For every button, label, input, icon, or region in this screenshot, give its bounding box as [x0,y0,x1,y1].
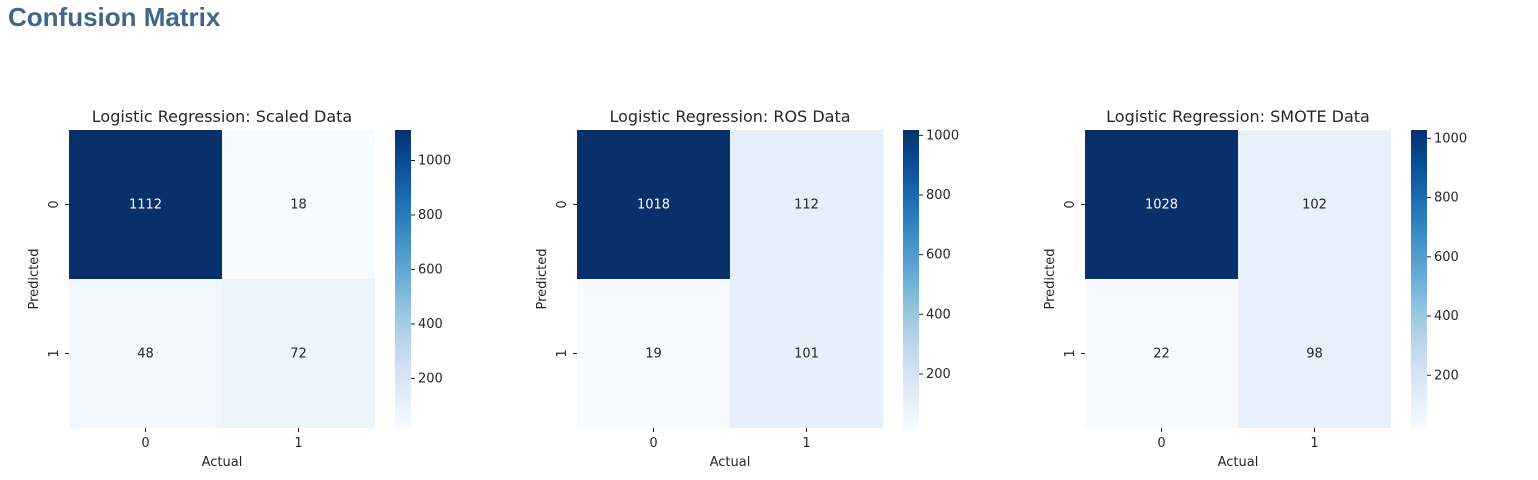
heatmap-panel: Logistic Regression: Scaled Data 1112 18 48… [27,107,451,470]
cell-label: 112 [794,198,819,213]
x-tick-label: 1 [1310,436,1318,451]
heatmap-cell [69,130,222,279]
heatmap-cell [1238,130,1391,279]
cell-label: 72 [290,347,307,362]
cell-label: 1112 [129,198,162,213]
y-tick-label: 0 [47,200,62,208]
x-tick-label: 0 [649,436,657,451]
cell-label: 18 [290,198,307,213]
heatmap-cell [730,279,883,428]
colorbar-tick-label: 600 [926,248,951,263]
colorbar-tick-label: 400 [926,307,951,322]
y-axis-label: Predicted [27,248,42,309]
y-tick-label: 0 [1063,200,1078,208]
y-tick-label: 1 [1063,349,1078,357]
colorbar-tick-label: 400 [1434,309,1459,324]
colorbar-tick-label: 800 [418,208,443,223]
chart-title: Logistic Regression: SMOTE Data [1106,107,1370,126]
page-title: Confusion Matrix [8,2,221,32]
colorbar-tick-label: 1000 [418,154,451,169]
colorbar-tick-label: 200 [418,371,443,386]
y-tick-label: 1 [555,349,570,357]
x-tick-label: 0 [1157,436,1165,451]
y-axis-label: Predicted [535,248,550,309]
cell-label: 98 [1306,347,1323,362]
x-tick-label: 0 [141,436,149,451]
x-axis-label: Actual [202,455,243,470]
heatmap-cell [222,279,375,428]
heatmap-cell [69,279,222,428]
y-tick-label: 1 [47,349,62,357]
y-tick-label: 0 [555,200,570,208]
cell-label: 1028 [1145,198,1178,213]
colorbar-tick-label: 1000 [1434,131,1467,146]
heatmap-cell [222,130,375,279]
cell-label: 1018 [637,198,670,213]
colorbar-tick-label: 800 [926,188,951,203]
y-axis-label: Predicted [1043,248,1058,309]
heatmap-cell [1085,279,1238,428]
colorbar [1411,130,1427,428]
colorbar-tick-label: 600 [1434,250,1459,265]
colorbar-tick-label: 600 [418,262,443,277]
colorbar-tick-label: 800 [1434,191,1459,206]
colorbar-tick-label: 1000 [926,128,959,143]
colorbar-tick-label: 400 [418,317,443,332]
chart-title: Logistic Regression: Scaled Data [92,107,352,126]
heatmap-cell [577,130,730,279]
cell-label: 19 [645,347,662,362]
x-axis-label: Actual [1218,455,1259,470]
cell-label: 48 [137,347,154,362]
heatmap-cell [1238,279,1391,428]
heatmap-cell [1085,130,1238,279]
x-axis-label: Actual [710,455,751,470]
heatmap-cell [577,279,730,428]
cell-label: 102 [1302,198,1327,213]
cell-label: 101 [794,347,819,362]
heatmap-cell [730,130,883,279]
colorbar [395,130,411,428]
colorbar-tick-label: 200 [926,367,951,382]
x-tick-label: 1 [294,436,302,451]
colorbar-tick-label: 200 [1434,368,1459,383]
x-tick-label: 1 [802,436,810,451]
cell-label: 22 [1153,347,1170,362]
colorbar [903,130,919,428]
chart-title: Logistic Regression: ROS Data [609,107,850,126]
